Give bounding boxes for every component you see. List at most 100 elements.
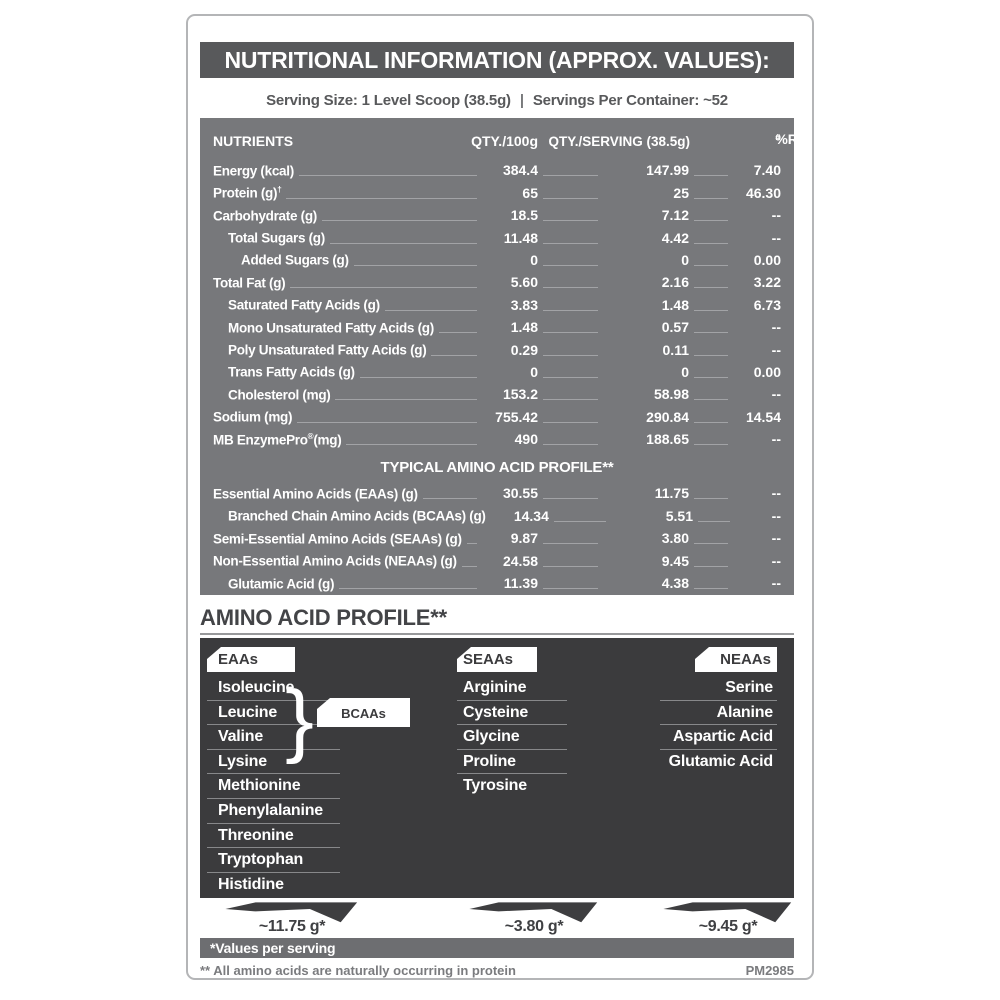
qty-100g-value: 384.4	[502, 162, 538, 179]
qty-serving-value: 188.65	[646, 431, 689, 448]
nutrient-label: Branched Chain Amino Acids (BCAAs) (g)	[228, 508, 486, 524]
table-row: Mono Unsaturated Fatty Acids (g) 1.48 0.…	[200, 315, 794, 337]
table-row: Energy (kcal) 384.4 147.99 7.40	[200, 158, 794, 180]
qty-serving-value: 147.99	[646, 162, 689, 179]
qty-100g-value: 14.34	[513, 507, 549, 524]
qty-serving-value: 5.51	[665, 507, 693, 524]
leader-line	[298, 175, 477, 177]
leader-line	[698, 520, 731, 522]
qty-serving-value: 0.11	[662, 341, 689, 358]
nutrient-label: Cholesterol (mg)	[228, 387, 331, 403]
leader-line	[384, 309, 477, 311]
table-row: Poly Unsaturated Fatty Acids (g) 0.29 0.…	[200, 337, 794, 359]
amino-acid-item: Alanine	[660, 701, 777, 726]
leader-line	[543, 444, 598, 446]
rda-value: --	[771, 386, 781, 403]
leader-line	[694, 565, 728, 567]
qty-100g-value: 24.58	[502, 552, 538, 569]
amino-acid-item: Threonine	[207, 824, 340, 849]
nutrients-table-header: NUTRIENTS QTY./100g QTY./SERVING (38.5g)…	[200, 127, 812, 151]
qty-serving-value: 290.84	[646, 408, 689, 425]
leader-line	[431, 354, 477, 356]
qty-100g-value: 0	[530, 363, 538, 380]
eaas-total-value: ~11.75 g*	[258, 918, 326, 935]
qty-serving-value: 9.45	[661, 552, 689, 569]
rda-value: 0.00	[753, 251, 781, 268]
amino-acid-item: Glutamic Acid	[668, 752, 774, 770]
rda-value: 3.22	[753, 274, 781, 291]
amino-acid-item: Phenylalanine	[207, 799, 340, 824]
leader-line	[466, 543, 477, 545]
amino-acid-item: Leucine	[207, 701, 340, 726]
qty-100g-value: 65	[522, 184, 538, 201]
rda-value: 7.40	[753, 162, 781, 179]
nutrient-label: Energy (kcal)	[213, 163, 294, 179]
leader-line	[543, 264, 598, 266]
seaas-total-group: ~3.80 g*	[468, 900, 600, 936]
nutrient-label: Non-Essential Amino Acids (NEAAs) (g)	[213, 553, 457, 569]
leader-line	[694, 399, 728, 401]
table-row: Glutamic Acid (g) 11.39 4.38 --	[200, 571, 794, 593]
qty-serving-value: 7.12	[661, 207, 689, 224]
amino-acid-item: Isoleucine	[207, 676, 340, 701]
tab-seaas: SEAAs	[457, 647, 537, 672]
qty-100g-value: 0	[530, 251, 538, 268]
amino-acid-profile-heading: AMINO ACID PROFILE**	[200, 605, 447, 630]
rda-value: --	[771, 229, 781, 246]
amino-acid-item: Arginine	[457, 676, 567, 701]
amino-acid-item: Glycine	[457, 725, 567, 750]
table-row: Cholesterol (mg) 153.2 58.98 --	[200, 382, 794, 404]
amino-acid-item: Cysteine	[457, 701, 567, 726]
leader-line	[694, 309, 728, 311]
qty-100g-value: 11.39	[503, 575, 538, 592]
qty-100g-value: 5.60	[510, 274, 538, 291]
nutrition-label-card: NUTRITIONAL INFORMATION (APPROX. VALUES)…	[186, 14, 814, 980]
nutrient-label: Essential Amino Acids (EAAs) (g)	[213, 486, 418, 502]
leader-line	[543, 354, 598, 356]
bcaa-brace-icon: }	[285, 674, 314, 765]
leader-line	[694, 332, 728, 334]
nutrient-label: Added Sugars (g)	[241, 252, 349, 268]
table-row: Protein (g)† 65 25 46.30	[200, 180, 794, 202]
table-row: MB EnzymePro®(mg) 490 188.65 --	[200, 427, 794, 449]
rda-value: 6.73	[753, 296, 781, 313]
amino-acid-item: Aspartic Acid	[660, 725, 777, 750]
leader-line	[694, 421, 728, 423]
leader-line	[543, 332, 598, 334]
nutrition-header-bar: NUTRITIONAL INFORMATION (APPROX. VALUES)…	[200, 42, 794, 78]
nutrient-label: Saturated Fatty Acids (g)	[228, 297, 380, 313]
col-nutrients: NUTRIENTS	[213, 133, 294, 149]
rda-value: 46.30	[745, 184, 781, 201]
leader-line	[297, 421, 477, 423]
qty-100g-value: 18.5	[510, 207, 538, 224]
leader-line	[543, 421, 598, 423]
amino-acid-item: Tyrosine	[463, 777, 527, 795]
qty-100g-value: 30.55	[502, 485, 538, 502]
total-arrow-icon	[663, 902, 792, 923]
qty-serving-value: 4.42	[661, 229, 689, 246]
qty-serving-value: 11.75	[654, 485, 689, 502]
qty-100g-value: 153.2	[502, 386, 538, 403]
qty-100g-value: 3.83	[510, 296, 538, 313]
leader-line	[339, 588, 477, 590]
amino-acid-item: Valine	[207, 725, 340, 750]
amino-acid-item: Proline	[457, 750, 567, 775]
seaas-total-value: ~3.80 g*	[504, 918, 564, 935]
nutrients-table: NUTRIENTS QTY./100g QTY./SERVING (38.5g)…	[200, 118, 812, 595]
amino-acid-item: Lysine	[207, 750, 340, 775]
total-arrow-icon	[469, 902, 598, 923]
table-row: Essential Amino Acids (EAAs) (g) 30.55 1…	[200, 481, 794, 503]
nutrient-label: Poly Unsaturated Fatty Acids (g)	[228, 342, 427, 358]
qty-100g-value: 755.42	[495, 408, 538, 425]
leader-line	[694, 588, 728, 590]
leader-line	[422, 498, 477, 500]
leader-line	[543, 197, 598, 199]
rda-value: --	[771, 341, 781, 358]
eaas-total-group: ~11.75 g*	[224, 900, 360, 936]
amino-acid-panel: EAAs SEAAs NEAAs Isoleucine Leucine Valine…	[200, 638, 794, 898]
leader-line	[553, 520, 607, 522]
nutrient-label: Trans Fatty Acids (g)	[228, 364, 355, 380]
heading-rule	[200, 633, 794, 635]
table-row: Total Sugars (g) 11.48 4.42 --	[200, 225, 794, 247]
leader-line	[543, 543, 598, 545]
